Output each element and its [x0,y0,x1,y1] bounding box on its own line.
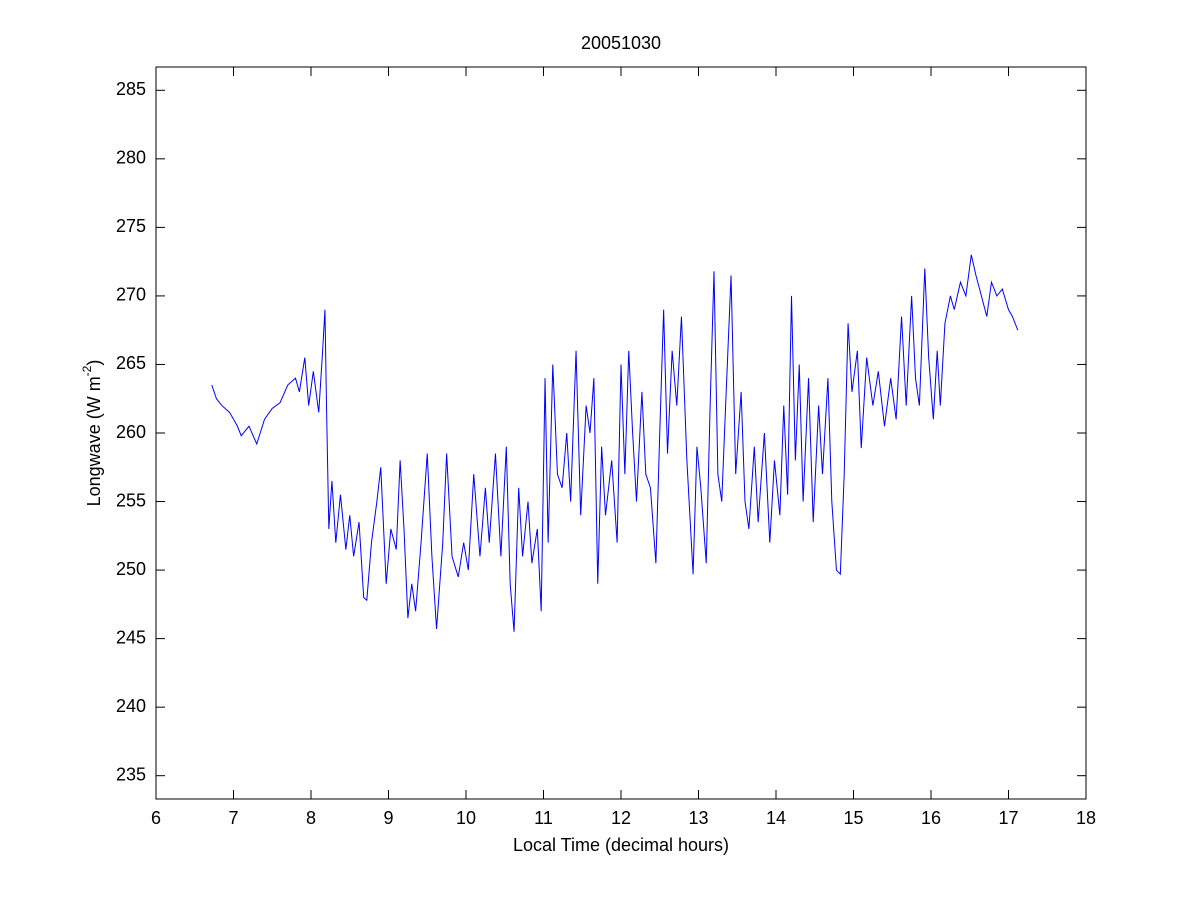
x-tick-label: 12 [611,808,631,828]
y-tick-label: 245 [116,627,146,647]
x-tick-label: 18 [1076,808,1096,828]
x-tick-label: 14 [766,808,786,828]
x-tick-label: 8 [306,808,316,828]
y-tick-label: 270 [116,285,146,305]
y-tick-label: 260 [116,422,146,442]
chart-title: 20051030 [581,33,661,53]
x-tick-label: 15 [843,808,863,828]
y-tick-label: 285 [116,79,146,99]
y-tick-label: 235 [116,764,146,784]
x-tick-label: 6 [151,808,161,828]
x-tick-label: 16 [921,808,941,828]
y-axis-label-exponent: -2 [80,365,94,376]
y-axis-label-end: ) [84,360,104,366]
y-tick-label: 265 [116,353,146,373]
y-tick-label: 250 [116,559,146,579]
y-tick-label: 240 [116,696,146,716]
x-tick-label: 7 [228,808,238,828]
y-tick-label: 275 [116,216,146,236]
data-line [211,254,1019,632]
x-axis-label: Local Time (decimal hours) [513,835,729,855]
x-tick-label: 11 [534,808,553,828]
y-axis-label-text: Longwave (W m [84,376,104,506]
y-tick-label: 280 [116,148,146,168]
x-tick-label: 17 [998,808,1018,828]
x-tick-label: 9 [383,808,393,828]
x-tick-label: 13 [688,808,708,828]
y-tick-label: 255 [116,490,146,510]
plot-frame [155,66,1087,800]
x-tick-label: 10 [456,808,476,828]
y-axis-label: Longwave (W m-2) [80,360,104,507]
